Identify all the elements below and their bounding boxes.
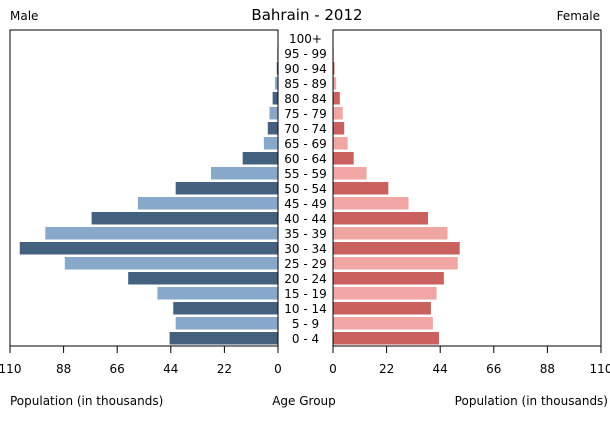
female-bar (333, 152, 354, 165)
male-bar (128, 272, 278, 285)
age-group-label: 75 - 79 (284, 107, 327, 121)
age-group-label: 95 - 99 (284, 47, 327, 61)
male-bar (269, 107, 278, 120)
male-bar (173, 302, 278, 315)
male-axis-tick-label: 66 (110, 362, 125, 376)
male-axis-tick-label: 110 (0, 362, 21, 376)
male-axis-tick-label: 88 (56, 362, 71, 376)
age-group-label: 70 - 74 (284, 122, 327, 136)
chart-title: Bahrain - 2012 (251, 6, 362, 24)
female-bar (333, 332, 439, 345)
age-group-label: 10 - 14 (284, 302, 327, 316)
male-bar (64, 257, 279, 270)
female-bar (333, 137, 348, 150)
male-bar (91, 212, 278, 225)
female-bar (333, 227, 448, 240)
age-group-label: 5 - 9 (292, 317, 319, 331)
female-axis-title: Population (in thousands) (455, 394, 608, 408)
age-group-label: 45 - 49 (284, 197, 327, 211)
age-group-label: 50 - 54 (284, 182, 327, 196)
male-bar (45, 227, 279, 240)
male-bar (275, 77, 278, 90)
male-plot-frame (9, 29, 279, 347)
male-axis-title: Population (in thousands) (10, 394, 163, 408)
age-group-label: 85 - 89 (284, 77, 327, 91)
male-bar (211, 167, 278, 180)
female-bar (333, 77, 337, 90)
male-x-axis: 0 22 44 66 88 110 (0, 346, 282, 376)
female-axis-tick-label: 110 (590, 362, 610, 376)
male-bar (137, 197, 278, 210)
female-bar (333, 107, 343, 120)
male-bar (276, 62, 278, 75)
age-group-label: 25 - 29 (284, 257, 327, 271)
male-bar (175, 317, 278, 330)
male-bar (272, 92, 278, 105)
male-axis-tick-label: 22 (217, 362, 232, 376)
female-axis-tick-label: 22 (379, 362, 394, 376)
male-bar (263, 137, 278, 150)
female-bar (333, 197, 409, 210)
age-group-label: 30 - 34 (284, 242, 327, 256)
age-group-label: 40 - 44 (284, 212, 327, 226)
female-axis-tick-label: 0 (329, 362, 337, 376)
male-bar (175, 182, 278, 195)
male-axis-tick-label: 0 (274, 362, 282, 376)
age-group-label: 65 - 69 (284, 137, 327, 151)
female-bar (333, 122, 345, 135)
age-group-axis-title: Age Group (272, 394, 336, 408)
age-group-label: 90 - 94 (284, 62, 327, 76)
female-bar (333, 272, 444, 285)
female-bar (333, 287, 437, 300)
age-group-label: 0 - 4 (292, 332, 319, 346)
age-group-label: 15 - 19 (284, 287, 327, 301)
age-group-label: 20 - 24 (284, 272, 327, 286)
female-axis-tick-label: 88 (540, 362, 555, 376)
female-bar (333, 302, 431, 315)
female-bar (333, 212, 429, 225)
age-group-label: 80 - 84 (284, 92, 327, 106)
male-bar (169, 332, 278, 345)
female-bar (333, 257, 458, 270)
female-x-axis: 0 22 44 66 88 110 (329, 346, 610, 376)
female-bar (333, 92, 340, 105)
male-bars (19, 32, 279, 345)
female-bar (333, 167, 367, 180)
male-label: Male (10, 9, 38, 23)
age-group-label: 35 - 39 (284, 227, 327, 241)
age-group-label: 60 - 64 (284, 152, 327, 166)
male-bar (242, 152, 278, 165)
male-bar (157, 287, 278, 300)
female-bars (333, 32, 460, 345)
female-axis-tick-label: 66 (486, 362, 501, 376)
female-label: Female (557, 9, 600, 23)
female-axis-tick-label: 44 (433, 362, 448, 376)
female-bar (333, 317, 433, 330)
male-bar (19, 242, 279, 255)
male-bar (267, 122, 278, 135)
female-bar (333, 62, 335, 75)
female-bar (333, 242, 460, 255)
male-axis-tick-label: 44 (163, 362, 178, 376)
age-group-label: 55 - 59 (284, 167, 327, 181)
female-bar (333, 182, 389, 195)
female-plot-frame (332, 29, 602, 347)
age-group-label: 100+ (289, 32, 322, 46)
